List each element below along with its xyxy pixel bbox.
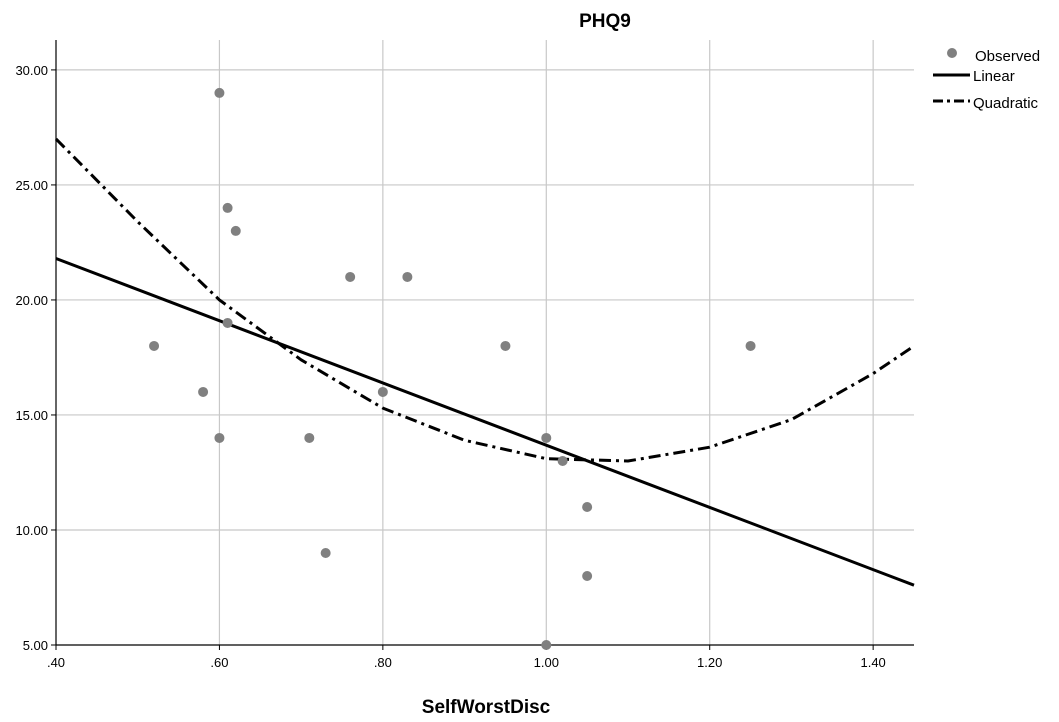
fit-lines (54, 137, 915, 587)
y-tick-label: 20.00 (15, 293, 48, 308)
x-tick-label: .80 (374, 655, 392, 670)
legend-linear-label: Linear (973, 68, 1015, 85)
observed-point (304, 432, 315, 443)
observed-point (320, 547, 331, 558)
observed-point (222, 317, 233, 328)
quadratic-fit-line (54, 137, 915, 463)
observed-point (500, 340, 511, 351)
y-tick-label: 5.00 (23, 638, 48, 653)
observed-point (582, 570, 593, 581)
grid (56, 40, 914, 645)
x-tick-label: .60 (210, 655, 228, 670)
x-tick-labels: .40 .60 .80 1.00 1.20 1.40 (47, 655, 886, 670)
x-tick-label: .40 (47, 655, 65, 670)
legend-quadratic-label: Quadratic (973, 95, 1039, 112)
observed-points (149, 87, 756, 650)
observed-point (745, 340, 756, 351)
linear-fit-line (55, 257, 915, 587)
x-tick-label: 1.20 (697, 655, 722, 670)
observed-point (557, 455, 568, 466)
observed-point (541, 432, 552, 443)
x-tick-label: 1.40 (860, 655, 885, 670)
y-tick-labels: 5.00 10.00 15.00 20.00 25.00 30.00 (15, 63, 48, 653)
observed-point (582, 501, 593, 512)
x-tick-label: 1.00 (534, 655, 559, 670)
legend-observed-label: Observed (975, 48, 1040, 65)
y-tick-label: 30.00 (15, 63, 48, 78)
observed-point (214, 87, 225, 98)
observed-point (345, 271, 356, 282)
y-tick-label: 15.00 (15, 408, 48, 423)
chart-title: PHQ9 (579, 11, 631, 32)
legend: Observed Linear Quadratic (933, 48, 1040, 112)
observed-point (377, 386, 388, 397)
observed-point (402, 271, 413, 282)
observed-point (541, 640, 552, 650)
observed-point (149, 340, 160, 351)
observed-point (214, 432, 225, 443)
observed-point (198, 386, 209, 397)
observed-point (230, 225, 241, 236)
x-axis-title: SelfWorstDisc (422, 697, 551, 718)
y-tick-label: 10.00 (15, 523, 48, 538)
observed-point (222, 202, 233, 213)
y-tick-label: 25.00 (15, 178, 48, 193)
legend-observed-marker (947, 48, 957, 58)
